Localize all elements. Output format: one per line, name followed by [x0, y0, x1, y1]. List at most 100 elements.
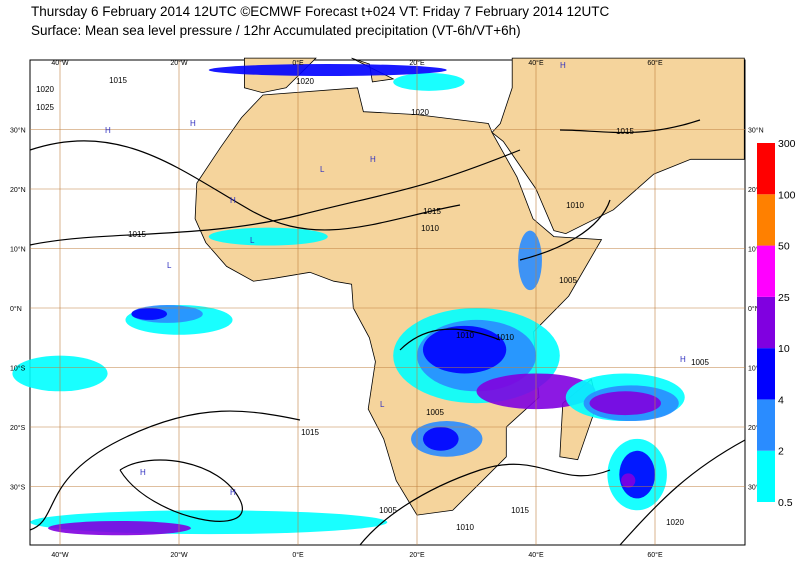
precip-area [393, 72, 465, 91]
isobar-label: 1015 [301, 428, 319, 437]
isobar [619, 439, 746, 546]
land-area [194, 87, 603, 516]
isobar-label: 1005 [379, 506, 397, 515]
lon-label: 20°E [409, 551, 425, 559]
lon-label: 60°E [647, 59, 663, 67]
pressure-center: H [105, 126, 111, 135]
isobar-label: 1010 [496, 333, 514, 342]
isobar [29, 410, 301, 531]
isobar [119, 459, 243, 522]
pressure-center: L [320, 165, 325, 174]
lat-label: 30°S [748, 484, 764, 492]
lat-label: 10°S [10, 365, 26, 373]
colorbar-segment [757, 450, 775, 502]
precip-area [208, 227, 328, 246]
lon-label: 0°E [292, 59, 304, 67]
isobar-label: 1020 [411, 108, 429, 117]
isobar-label: 1015 [616, 127, 634, 136]
lon-label: 20°E [409, 59, 425, 67]
lon-label: 40°E [528, 551, 544, 559]
isobar [559, 119, 701, 134]
pressure-center: H [680, 355, 686, 364]
isobar [519, 199, 611, 261]
precip-area [131, 308, 168, 320]
pressure-center: H [140, 468, 146, 477]
isobar-label: 1020 [666, 518, 684, 527]
colorbar-segment [757, 399, 775, 451]
precip-area [518, 230, 542, 291]
pressure-center: L [380, 400, 385, 409]
colorbar-segment [757, 348, 775, 400]
land [194, 57, 745, 516]
pressure-center: H [560, 61, 566, 70]
lat-label: 10°S [748, 365, 764, 373]
lon-label: 20°W [170, 59, 188, 67]
isobar-label: 1015 [423, 207, 441, 216]
pressure-center: H [230, 196, 236, 205]
isobar-label: 1020 [36, 85, 54, 94]
isobar [29, 149, 521, 246]
colorbar-label: 100 [778, 189, 796, 201]
colorbar-label: 0.5 [778, 497, 793, 509]
lat-label: 30°N [748, 127, 764, 135]
isobar-label: 1005 [426, 408, 444, 417]
isobar-label: 1015 [511, 506, 529, 515]
graticule [30, 60, 745, 545]
subtitle: Surface: Mean sea level pressure / 12hr … [31, 23, 521, 38]
colorbar-segment [757, 245, 775, 297]
lat-label: 20°N [748, 186, 764, 194]
pressure-center: L [167, 261, 172, 270]
lat-label: 20°N [10, 186, 26, 194]
pressure-center: H [370, 155, 376, 164]
land-area [491, 57, 745, 235]
isobar-label: 1015 [109, 76, 127, 85]
isobar-label: 1015 [128, 230, 146, 239]
pressure-center: H [190, 119, 196, 128]
labels: 40°W 40°W 20°W 20°W 0°E 0°E 20°E 20°E 40°E 40°E 60… [10, 59, 796, 559]
lon-label: 20°W [170, 551, 188, 559]
lon-label: 40°W [51, 551, 69, 559]
colorbar-label: 25 [778, 292, 790, 304]
precip-area [422, 325, 507, 374]
colorbar-label: 10 [778, 343, 790, 355]
precip-area [589, 391, 661, 416]
isobar-label: 1010 [566, 201, 584, 210]
lon-label: 0°E [292, 551, 304, 559]
colorbar-label: 50 [778, 241, 790, 253]
isobars [29, 119, 746, 546]
lon-label: 40°E [528, 59, 544, 67]
isobar-label: 1010 [456, 331, 474, 340]
colorbar-segment [757, 194, 775, 246]
isobar-label: 1005 [559, 276, 577, 285]
colorbar-label: 300 [778, 138, 796, 150]
lat-label: 10°N [10, 246, 26, 254]
colorbar-segment [757, 296, 775, 349]
lat-label: 30°S [10, 484, 26, 492]
pressure-center: L [250, 236, 255, 245]
title: Thursday 6 February 2014 12UTC ©ECMWF Fo… [31, 4, 610, 19]
precip-area [621, 473, 636, 488]
isobar-label: 1020 [296, 77, 314, 86]
lat-label: 30°N [10, 127, 26, 135]
precip-area [48, 521, 191, 536]
lat-label: 20°S [10, 424, 26, 432]
isobar [399, 328, 501, 351]
isobar-label: 1010 [456, 523, 474, 532]
precip-area [422, 427, 459, 451]
isobar-label: 1005 [691, 358, 709, 367]
lon-label: 40°W [51, 59, 69, 67]
lat-label: 10°N [748, 246, 764, 254]
lat-label: 0°N [10, 305, 22, 313]
isobar [359, 463, 611, 546]
colorbar-label: 2 [778, 446, 784, 458]
lat-label: 0°N [748, 305, 760, 313]
isobar-label: 1010 [421, 224, 439, 233]
isobar [29, 140, 461, 231]
colorbar-label: 4 [778, 394, 784, 406]
precip-area [208, 64, 447, 76]
isobar-label: 1025 [36, 103, 54, 112]
lat-label: 20°S [748, 424, 764, 432]
lon-label: 60°E [647, 551, 663, 559]
